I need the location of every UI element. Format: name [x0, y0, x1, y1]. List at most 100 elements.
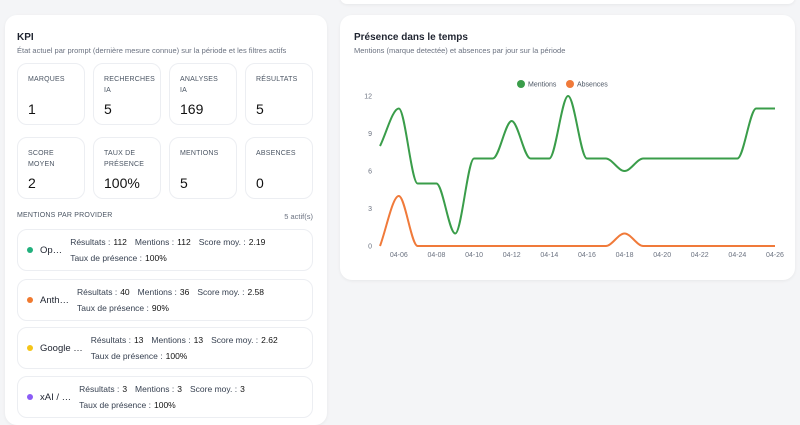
- chart-subtitle: Mentions (marque detectée) et absences p…: [354, 46, 566, 55]
- stat-value: 3: [122, 384, 128, 394]
- x-tick-label: 04-10: [465, 252, 483, 259]
- kpi-tile: ABSENCES 0: [245, 137, 313, 199]
- series-line: [379, 94, 776, 235]
- stat-value: 100%: [145, 253, 167, 263]
- stat-label: Résultats :: [90, 335, 131, 345]
- kpi-title: KPI: [17, 32, 34, 43]
- stats-line: Taux de présence :100%: [79, 397, 253, 413]
- stat-value: 2.19: [248, 237, 266, 247]
- provider-stats: Résultats :40 Mentions :36 Score moy. :2.5…: [77, 284, 272, 316]
- y-tick-label: 6: [368, 169, 372, 176]
- stat-label: Score moy. :: [197, 287, 245, 297]
- legend-dot: [517, 80, 525, 88]
- stat-label: Résultats :: [70, 237, 111, 247]
- kpi-tile: MENTIONS 5: [169, 137, 237, 199]
- x-tick-label: 04-18: [616, 252, 634, 259]
- provider-row: Anth… Résultats :40 Mentions :36 Score moy.…: [17, 279, 313, 321]
- stat-value: 2.62: [261, 335, 278, 345]
- provider-name: Anth…: [40, 294, 70, 306]
- stat-label: Mentions :: [151, 335, 191, 345]
- stat-value: 13: [133, 335, 144, 345]
- stat-label: Taux de présence :: [77, 303, 149, 313]
- provider-stats: Résultats :13 Mentions :13 Score moy. :2.6…: [91, 332, 286, 364]
- x-tick-label: 04-22: [691, 252, 709, 259]
- stat-label: Mentions :: [135, 384, 175, 394]
- stat-label: Résultats :: [79, 384, 120, 394]
- kpi-label: MARQUES: [28, 76, 65, 83]
- provider-dot: [27, 394, 33, 400]
- stat-label: Mentions :: [134, 237, 175, 247]
- kpi-tile: SCORE MOYEN 2: [17, 137, 85, 199]
- kpi-label: TAUX DE PRÉSENCE: [104, 150, 145, 168]
- provider-stats: Résultats :112 Mentions :112 Score moy. :2…: [70, 234, 273, 266]
- kpi-subtitle: État actuel par prompt (dernière mesure …: [17, 46, 287, 55]
- kpi-value: 5: [180, 175, 188, 191]
- legend-label: Absences: [577, 82, 608, 89]
- chart-title: Présence dans le temps: [354, 32, 468, 43]
- kpi-value: 1: [28, 101, 36, 117]
- providers-title: MENTIONS PAR PROVIDER: [17, 212, 113, 219]
- stat-value: 2.58: [247, 287, 264, 297]
- stat-label: Mentions :: [137, 287, 177, 297]
- provider-name: Op…: [40, 244, 63, 256]
- y-tick-label: 12: [364, 94, 372, 101]
- provider-dot: [27, 247, 33, 253]
- page: KPI État actuel par prompt (dernière mes…: [5, 0, 795, 425]
- kpi-value: 5: [256, 101, 264, 117]
- providers-count: 5 actif(s): [284, 212, 313, 221]
- top-card: [340, 0, 795, 4]
- stats-line: Résultats :40 Mentions :36 Score moy. :2.5…: [77, 284, 272, 300]
- stat-value: 100%: [153, 400, 176, 410]
- provider-dot: [27, 345, 33, 351]
- provider-name: xAI / …: [40, 391, 72, 403]
- kpi-label: MENTIONS: [180, 150, 219, 157]
- kpi-value: 0: [256, 175, 264, 191]
- stat-label: Taux de présence :: [90, 351, 163, 361]
- x-tick-label: 04-08: [427, 252, 445, 259]
- stat-value: 40: [120, 287, 130, 297]
- kpi-label: SCORE MOYEN: [28, 150, 55, 168]
- kpi-label: ABSENCES: [256, 150, 296, 157]
- stats-line: Résultats :3 Mentions :3 Score moy. :3: [79, 381, 253, 397]
- x-tick-label: 04-20: [653, 252, 671, 259]
- stat-label: Résultats :: [77, 287, 118, 297]
- provider-row: Google … Résultats :13 Mentions :13 Score m…: [17, 327, 313, 369]
- kpi-label: RÉSULTATS: [256, 76, 298, 83]
- y-tick-label: 9: [368, 131, 372, 138]
- stat-label: Score moy. :: [211, 335, 259, 345]
- x-tick-label: 04-26: [766, 252, 784, 259]
- provider-row: Op… Résultats :112 Mentions :112 Score moy.…: [17, 229, 313, 271]
- stat-value: 90%: [151, 303, 169, 313]
- legend-label: Mentions: [528, 82, 557, 89]
- kpi-value: 2: [28, 175, 36, 191]
- kpi-value: 169: [180, 101, 204, 117]
- stat-value: 3: [240, 384, 245, 394]
- provider-dot: [27, 297, 33, 303]
- stat-value: 112: [177, 237, 191, 247]
- stat-value: 112: [113, 237, 127, 247]
- x-tick-label: 04-14: [540, 252, 558, 259]
- provider-stats: Résultats :3 Mentions :3 Score moy. :3 Taux…: [79, 381, 253, 413]
- kpi-tile: TAUX DE PRÉSENCE 100%: [93, 137, 161, 199]
- kpi-value: 5: [104, 101, 112, 117]
- x-tick-label: 04-06: [390, 252, 408, 259]
- stat-label: Score moy. :: [198, 237, 246, 247]
- chart-card: Présence dans le temps Mentions (marque …: [340, 15, 795, 280]
- kpi-label: RECHERCHES IA: [104, 76, 156, 94]
- stat-label: Taux de présence :: [79, 400, 151, 410]
- x-tick-label: 04-24: [728, 252, 746, 259]
- stats-line: Résultats :13 Mentions :13 Score moy. :2.6…: [91, 332, 286, 348]
- kpi-tile: ANALYSES IA 169: [169, 63, 237, 125]
- stats-line: Taux de présence :90%: [77, 300, 272, 316]
- series-line: [379, 194, 775, 247]
- stat-value: 100%: [165, 351, 188, 361]
- chart: 0 3 6 9 12 04-06 04-08 04-10 04-12 04-14 04-16 04-1…: [364, 80, 784, 259]
- provider-row: xAI / … Résultats :3 Mentions :3 Score moy.…: [17, 376, 313, 418]
- stat-value: 13: [193, 335, 204, 345]
- x-tick-label: 04-16: [578, 252, 596, 259]
- stat-label: Score moy. :: [190, 384, 238, 394]
- stat-value: 3: [177, 384, 182, 394]
- stats-line: Résultats :112 Mentions :112 Score moy. :2…: [70, 234, 273, 250]
- y-tick-label: 3: [368, 206, 372, 213]
- y-tick-label: 0: [368, 244, 372, 251]
